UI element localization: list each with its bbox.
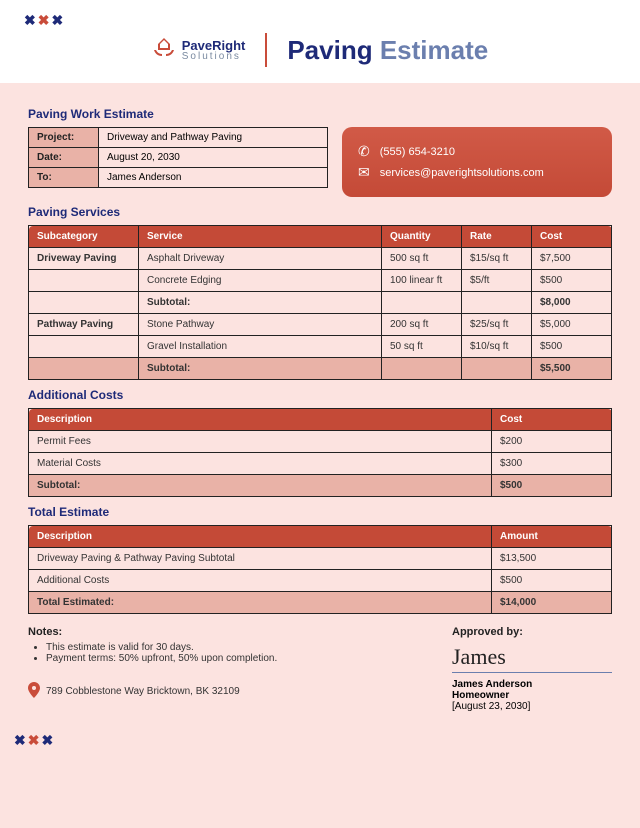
approved-name: James Anderson [452,679,612,690]
header-main: PaveRight Solutions Paving Estimate [24,33,616,67]
section-additional: Additional Costs [28,388,612,402]
notes: Notes: This estimate is valid for 30 day… [28,626,432,712]
signature: James [452,644,612,670]
phone-icon: ✆ [358,143,370,160]
th-cost: Cost [492,409,612,431]
info-label-to: To: [29,168,99,188]
info-table: Project:Driveway and Pathway Paving Date… [28,127,328,188]
th-qty: Quantity [382,226,462,248]
info-to: James Anderson [99,168,328,188]
table-row: Additional Costs$500 [29,570,612,592]
services-table: Subcategory Service Quantity Rate Cost D… [28,225,612,380]
signature-line [452,672,612,673]
page-title: Paving Estimate [287,35,488,66]
th-cost: Cost [532,226,612,248]
x-pattern-bottom: ✖✖✖ [14,732,640,749]
section-services: Paving Services [28,205,612,219]
table-row: Driveway Paving & Pathway Paving Subtota… [29,548,612,570]
section-work-estimate: Paving Work Estimate [28,107,612,121]
table-row: Pathway Paving Stone Pathway 200 sq ft $… [29,314,612,336]
additional-table: Description Cost Permit Fees$200 Materia… [28,408,612,497]
info-date: August 20, 2030 [99,148,328,168]
vertical-divider [265,33,267,67]
address-row: 789 Cobblestone Way Bricktown, BK 32109 [28,682,432,701]
map-pin-icon [28,682,40,701]
approved-date: [August 23, 2030] [452,701,612,712]
brand-name: PaveRight [182,39,246,52]
contact-email: services@paverightsolutions.com [380,167,544,179]
note-item: This estimate is valid for 30 days. [46,642,432,653]
th-service: Service [139,226,382,248]
info-project: Driveway and Pathway Paving [99,128,328,148]
contact-box: ✆ (555) 654-3210 ✉ services@paverightsolut… [342,127,612,197]
th-desc: Description [29,409,492,431]
address-text: 789 Cobblestone Way Bricktown, BK 32109 [46,686,240,697]
logo: PaveRight Solutions [152,36,246,64]
th-sub: Subcategory [29,226,139,248]
table-row: Material Costs$300 [29,453,612,475]
table-row: Gravel Installation 50 sq ft $10/sq ft $… [29,336,612,358]
table-row-subtotal: Subtotal:$500 [29,475,612,497]
notes-title: Notes: [28,626,432,638]
approved-role: Homeowner [452,690,612,701]
table-row-total: Total Estimated:$14,000 [29,592,612,614]
header: ✖✖✖ PaveRight Solutions Paving Estimate [0,0,640,83]
th-amount: Amount [492,526,612,548]
table-row: Concrete Edging 100 linear ft $5/ft $500 [29,270,612,292]
th-desc: Description [29,526,492,548]
content: Paving Work Estimate Project:Driveway an… [0,83,640,732]
hands-house-icon [152,36,176,64]
table-row: Driveway Paving Asphalt Driveway 500 sq … [29,248,612,270]
section-total: Total Estimate [28,505,612,519]
info-label-project: Project: [29,128,99,148]
th-rate: Rate [462,226,532,248]
x-pattern-bottom-wrap: ✖✖✖ [0,732,640,759]
table-row: Subtotal: $8,000 [29,292,612,314]
approved-block: Approved by: James James Anderson Homeow… [452,626,612,712]
brand-sub: Solutions [182,52,246,62]
total-table: Description Amount Driveway Paving & Pat… [28,525,612,614]
table-row: Permit Fees$200 [29,431,612,453]
mail-icon: ✉ [358,164,370,181]
table-row-subtotal: Subtotal: $5,500 [29,358,612,380]
info-label-date: Date: [29,148,99,168]
note-item: Payment terms: 50% upfront, 50% upon com… [46,653,432,664]
x-pattern-top: ✖✖✖ [24,12,616,29]
approved-title: Approved by: [452,626,612,638]
contact-phone: (555) 654-3210 [380,146,455,158]
